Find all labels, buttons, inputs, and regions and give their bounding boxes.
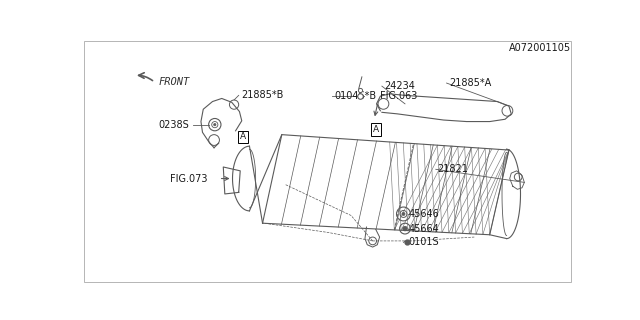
Text: A072001105: A072001105 [509, 43, 571, 52]
Text: A: A [240, 132, 246, 141]
Text: FIG.073: FIG.073 [170, 173, 207, 184]
Text: 45664: 45664 [409, 224, 440, 234]
Text: A: A [372, 125, 379, 134]
Text: FIG.063: FIG.063 [380, 91, 418, 101]
Circle shape [403, 226, 407, 231]
Circle shape [402, 212, 405, 215]
Text: 45646: 45646 [409, 209, 440, 219]
Text: 0104S*B: 0104S*B [334, 91, 376, 101]
Text: 21885*A: 21885*A [449, 78, 491, 88]
Text: FRONT: FRONT [159, 77, 190, 87]
Text: 0238S: 0238S [159, 120, 189, 130]
Text: 0101S: 0101S [409, 237, 440, 247]
Text: 21821: 21821 [437, 164, 468, 174]
Text: 21885*B: 21885*B [241, 90, 284, 100]
Text: 24234: 24234 [384, 81, 415, 91]
Circle shape [214, 124, 216, 126]
